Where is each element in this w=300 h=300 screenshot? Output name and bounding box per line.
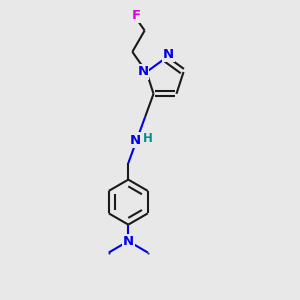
Text: F: F (131, 9, 141, 22)
Text: H: H (143, 132, 153, 145)
Text: N: N (130, 134, 141, 146)
Text: N: N (123, 235, 134, 248)
Text: N: N (163, 48, 174, 62)
Text: N: N (137, 65, 148, 79)
